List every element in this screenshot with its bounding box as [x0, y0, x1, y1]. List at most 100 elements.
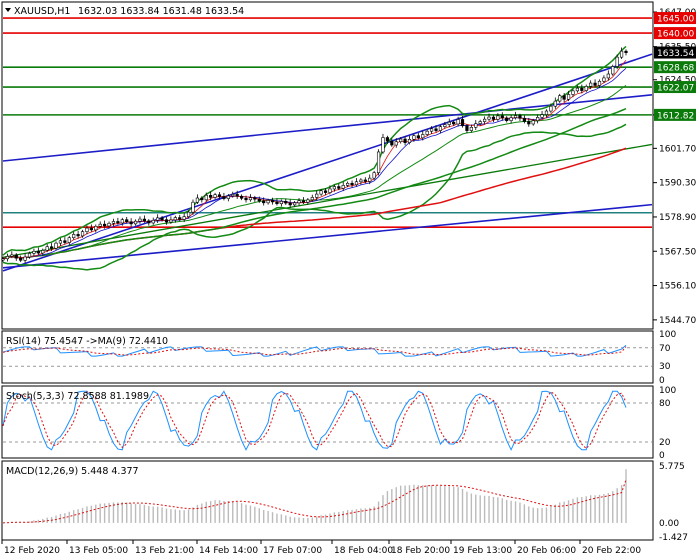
price-tick-label: 1601.70 [659, 144, 696, 154]
candle-body [505, 117, 509, 121]
time-tick-label: 13 Feb 21:00 [135, 546, 194, 556]
time-tick-label: 20 Feb 22:00 [582, 546, 641, 556]
candle-body [111, 221, 116, 224]
candle-body [381, 137, 385, 153]
candle-body [593, 82, 597, 86]
candle-body [10, 254, 14, 257]
candle-body [182, 216, 186, 220]
price-panel-frame[interactable] [1, 1, 654, 330]
symbol-dropdown-icon[interactable] [5, 8, 11, 12]
candle-body [434, 128, 438, 131]
stoch-title: Stoch(5,3,3) 72.8588 81.1989 [6, 391, 149, 402]
time-tick-label: 17 Feb 07:00 [263, 546, 322, 556]
time-tick-label: 18 Feb 20:00 [391, 546, 450, 556]
candle-body [89, 227, 93, 231]
candle-body [611, 66, 615, 75]
price-tag-label: 1622.07 [657, 84, 694, 94]
candle-body [94, 225, 98, 231]
candle-body [239, 195, 244, 199]
candle-body [606, 73, 610, 79]
candle-body [580, 87, 584, 91]
macd-indicator: 5.775 0.00 -1.427 [2, 462, 688, 543]
macd-tick-label: -1.427 [659, 533, 688, 543]
candle-body [566, 94, 571, 100]
ohlc-readout: 1632.03 1633.84 1631.48 1633.54 [78, 6, 244, 17]
candle-body [19, 257, 23, 261]
candle-body [226, 195, 230, 199]
candle-body [138, 218, 142, 222]
candle-body [151, 219, 155, 224]
rsi-line [2, 344, 627, 357]
candle-body [85, 227, 89, 233]
candle-body [443, 124, 447, 127]
indicator-overlays [2, 45, 653, 272]
candle-body [407, 139, 412, 143]
stoch-panel-frame[interactable] [1, 385, 654, 459]
candle-body [310, 197, 314, 201]
candle-body [584, 86, 588, 91]
candle-body [142, 218, 146, 222]
price-tick-label: 1567.50 [659, 247, 696, 257]
candle-body [204, 194, 208, 201]
rsi-ma-line [2, 346, 627, 356]
candle-body [213, 194, 217, 198]
price-tag-label: 1640.00 [657, 30, 694, 40]
candle-body [385, 137, 390, 142]
candle-body [363, 179, 367, 182]
candle-body [36, 250, 40, 254]
candle-body [306, 199, 310, 203]
time-tick-label: 14 Feb 14:00 [199, 546, 258, 556]
time-tick-label: 20 Feb 06:00 [517, 546, 576, 556]
candle-body [518, 115, 522, 119]
rsi-panel-frame[interactable] [1, 330, 654, 384]
moving-average-fast-red [2, 60, 627, 260]
candle-body [465, 125, 469, 131]
candle-body [164, 219, 169, 223]
rsi-tick-label: 100 [659, 330, 676, 340]
candle-body [500, 115, 504, 119]
candle-body [394, 141, 398, 146]
candle-body [491, 116, 496, 120]
candle-body [350, 182, 354, 186]
candle-body [372, 172, 376, 179]
candle-body [147, 220, 151, 224]
price-tick-label: 1590.30 [659, 179, 696, 189]
candle-body [483, 118, 487, 122]
candle-body [297, 200, 301, 204]
candle-body [200, 197, 204, 201]
stochastic-indicator: 100 80 20 0 [2, 386, 676, 461]
candle-body [544, 110, 549, 115]
candle-body [513, 115, 518, 118]
rsi-tick-label: 70 [659, 344, 671, 354]
candle-body [103, 223, 107, 227]
bollinger-lower-band [2, 123, 627, 271]
candle-body [323, 190, 328, 193]
candle-body [478, 121, 482, 124]
candle-body [63, 240, 67, 243]
time-axis: 12 Feb 2020 13 Feb 05:00 13 Feb 21:00 14 Fe… [1, 540, 641, 556]
candle-body [191, 201, 195, 213]
price-tag-box [654, 46, 696, 59]
candle-body [288, 202, 292, 206]
candle-body [262, 200, 266, 204]
candle-body [447, 121, 451, 125]
price-tag-box [654, 27, 696, 40]
trend-channel-line [2, 203, 653, 269]
macd-title: MACD(12,26,9) 5.448 4.377 [6, 466, 139, 477]
symbol-title: XAUUSD,H1 [14, 6, 70, 17]
candle-body [390, 140, 394, 146]
candle-body [456, 119, 460, 125]
time-tick-label: 12 Feb 2020 [4, 546, 60, 556]
stoch-tick-label: 0 [659, 451, 665, 461]
candle-body [474, 123, 478, 128]
price-tag-label: 1612.82 [657, 111, 694, 121]
candle-body [1, 258, 5, 261]
price-tags: 1645.00 1640.00 1633.54 1628.68 1622.07 1612.… [654, 12, 696, 121]
price-tag-box [654, 108, 696, 121]
candle-body [186, 211, 191, 217]
candle-body [346, 182, 350, 186]
macd-panel-frame[interactable] [1, 460, 654, 541]
candle-body [98, 223, 102, 227]
candle-body [222, 196, 226, 199]
